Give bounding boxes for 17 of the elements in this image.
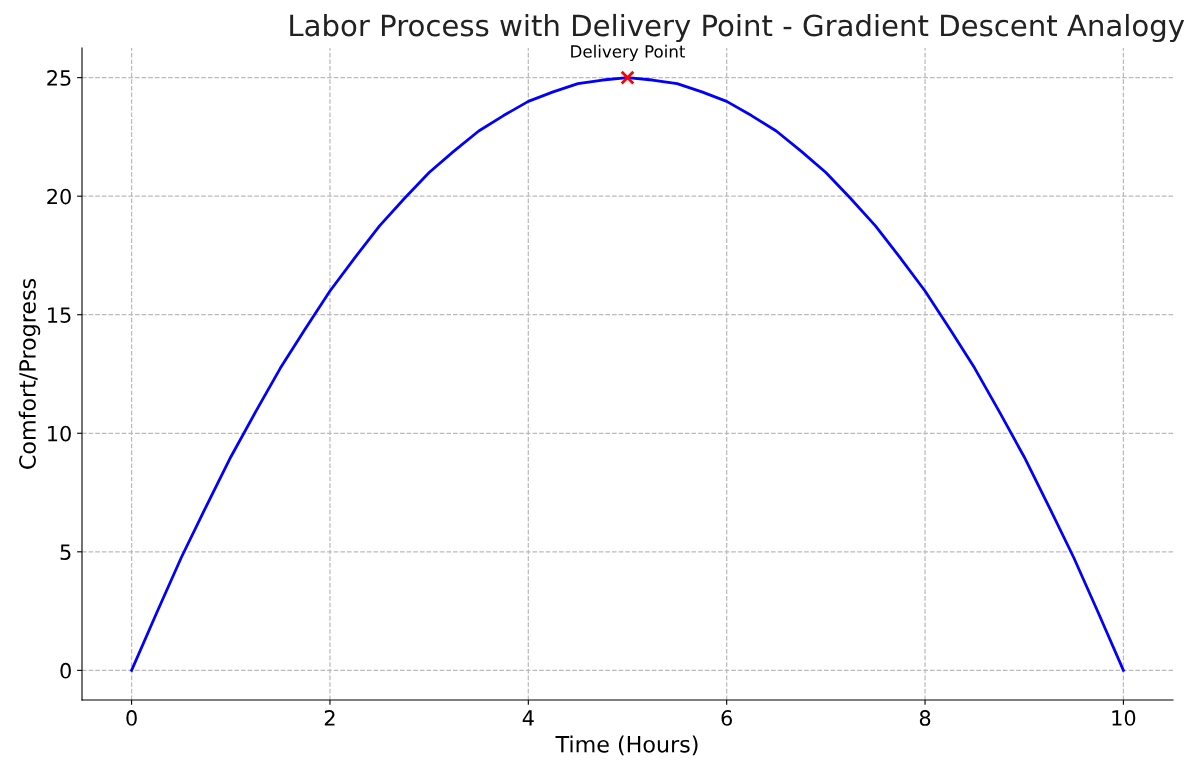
x-tick-label: 6 bbox=[721, 710, 732, 726]
y-tick-label: 15 bbox=[48, 307, 71, 323]
x-axis-title: Time (Hours) bbox=[555, 735, 698, 756]
y-tick-label: 25 bbox=[47, 70, 71, 86]
y-tick-label: 10 bbox=[48, 425, 71, 442]
x-tick-label: 10 bbox=[1112, 710, 1136, 726]
y-tick-label: 20 bbox=[47, 188, 71, 205]
y-tick-label: 5 bbox=[60, 544, 71, 561]
x-tick-label: 2 bbox=[324, 710, 335, 726]
y-tick-label: 0 bbox=[60, 662, 71, 679]
x-tick-label: 8 bbox=[919, 710, 931, 726]
chart-title: Labor Process with Delivery Point - Gradient Descent Analogy bbox=[290, 13, 1185, 43]
line-series bbox=[130, 76, 1125, 672]
x-tick-label: 4 bbox=[522, 710, 534, 726]
annotation: Delivery Point bbox=[571, 44, 686, 61]
x-tick-label: 0 bbox=[126, 710, 137, 726]
y-axis-title: Comfort/Progress bbox=[18, 278, 41, 469]
